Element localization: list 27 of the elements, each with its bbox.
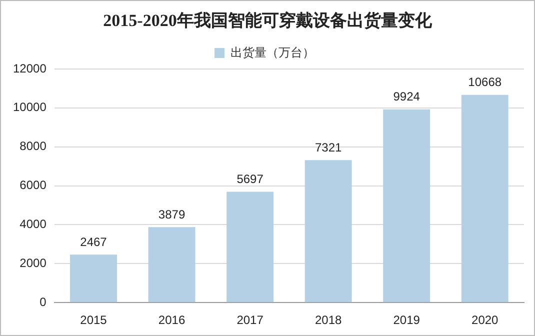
data-label: 3879 xyxy=(158,207,186,222)
y-tick-label: 10000 xyxy=(12,100,47,114)
data-label: 7321 xyxy=(314,140,342,154)
bar xyxy=(383,109,430,302)
bar xyxy=(148,227,196,302)
x-tick-label: 2017 xyxy=(236,313,264,328)
y-tick-label: 8000 xyxy=(20,139,47,154)
x-tick-label: 2020 xyxy=(472,313,499,328)
x-tick-label: 2018 xyxy=(314,313,342,328)
bar xyxy=(226,192,274,302)
y-tick-label: 4000 xyxy=(20,217,47,232)
legend-label: 出货量（万台） xyxy=(230,45,314,60)
y-tick-label: 2000 xyxy=(20,256,47,270)
y-tick-label: 12000 xyxy=(12,61,47,76)
bar xyxy=(461,94,508,302)
y-tick-label: 0 xyxy=(40,294,47,309)
data-label: 5697 xyxy=(236,172,264,186)
data-label: 10668 xyxy=(468,75,502,90)
x-tick-label: 2015 xyxy=(80,313,108,328)
data-label: 9924 xyxy=(393,90,420,104)
data-label: 2467 xyxy=(80,234,108,249)
x-tick-label: 2019 xyxy=(393,313,420,328)
y-tick-label: 6000 xyxy=(20,178,47,192)
x-tick-label: 2016 xyxy=(158,313,186,328)
bar xyxy=(304,160,352,302)
chart-title: 2015-2020年我国智能可穿戴设备出货量变化 xyxy=(102,10,433,32)
bar xyxy=(70,254,117,302)
